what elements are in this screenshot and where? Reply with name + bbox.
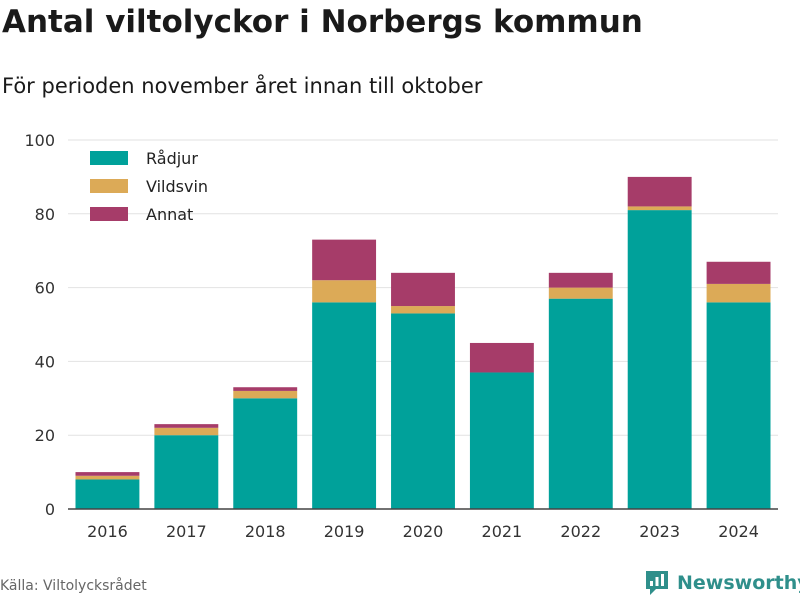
legend-label: Rådjur — [146, 148, 198, 168]
x-tick-label: 2022 — [560, 522, 601, 541]
x-tick-label: 2024 — [718, 522, 759, 541]
bar-segment — [233, 390, 298, 399]
y-tick-label: 0 — [45, 500, 55, 519]
bar-segment — [154, 424, 219, 428]
chart-legend: Rådjur Vildsvin Annat — [90, 144, 208, 228]
bar-segment — [627, 206, 692, 211]
newsworthy-logo-icon — [646, 571, 668, 595]
chart-subtitle: För perioden november året innan till ok… — [2, 74, 483, 98]
bar-segment — [469, 372, 534, 509]
y-tick-label: 20 — [35, 426, 55, 445]
bar-segment — [391, 272, 455, 307]
bar-segment — [312, 302, 377, 509]
brand-name: Newsworthy — [677, 572, 800, 594]
bar-segment — [312, 280, 377, 303]
y-tick-label: 100 — [24, 131, 55, 150]
brand-logo: Newsworthy — [644, 569, 800, 597]
source-note: Källa: Viltolycksrådet — [0, 578, 147, 594]
x-tick-label: 2018 — [245, 522, 286, 541]
bar-segment — [154, 427, 219, 436]
legend-label: Annat — [146, 204, 194, 224]
x-tick-label: 2016 — [87, 522, 128, 541]
legend-item: Rådjur — [90, 144, 208, 172]
x-tick-label: 2020 — [403, 522, 444, 541]
legend-label: Vildsvin — [146, 176, 209, 196]
y-tick-label: 60 — [35, 279, 55, 298]
legend-swatch — [90, 179, 128, 193]
y-tick-label: 40 — [35, 352, 55, 371]
bar-segment — [75, 479, 140, 509]
bar-segment — [706, 261, 771, 284]
bar-segment — [469, 342, 534, 373]
chart-title: Antal viltolyckor i Norbergs kommun — [2, 4, 643, 40]
bar-segment — [548, 287, 613, 299]
bar-segment — [233, 387, 298, 391]
legend-item: Annat — [90, 200, 208, 228]
bar-segment — [391, 313, 455, 509]
bar-segment — [391, 306, 455, 314]
bar-segment — [627, 176, 692, 207]
x-tick-label: 2023 — [639, 522, 680, 541]
bar-segment — [312, 239, 377, 281]
bar-segment — [75, 472, 140, 476]
bar-segment — [75, 475, 140, 480]
x-tick-label: 2021 — [482, 522, 523, 541]
y-tick-label: 80 — [35, 205, 55, 224]
bar-segment — [548, 272, 613, 288]
legend-swatch — [90, 207, 128, 221]
x-tick-label: 2019 — [324, 522, 365, 541]
bar-segment — [233, 398, 298, 509]
bar-segment — [706, 283, 771, 303]
legend-swatch — [90, 151, 128, 165]
bar-segment — [706, 302, 771, 509]
legend-item: Vildsvin — [90, 172, 208, 200]
bar-segment — [627, 210, 692, 510]
x-tick-label: 2017 — [166, 522, 207, 541]
bar-segment — [548, 298, 613, 509]
bar-segment — [154, 435, 219, 509]
